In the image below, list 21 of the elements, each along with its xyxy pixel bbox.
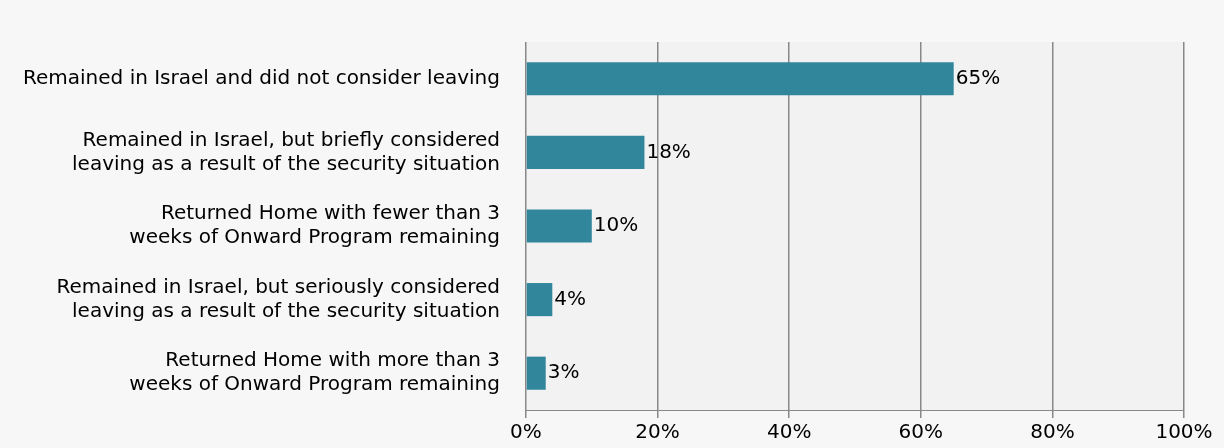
data-label: 3% [547,359,580,384]
y-tick-label: Remained in Israel, but seriously considered leaving as a result of the security situation [56,273,500,322]
x-tick-label: 60% [898,419,944,444]
bar [526,209,592,243]
data-label: 18% [646,138,691,163]
data-label: 4% [554,285,587,310]
x-tick-label: 20% [635,419,680,444]
bar [526,135,645,169]
x-tick-label: 0% [510,419,542,444]
data-label: 10% [593,212,639,237]
x-tick-label: 100% [1155,419,1213,444]
y-tick-label: Remained in Israel and did not consider leaving [23,65,500,89]
bar [526,62,954,96]
y-tick-label: Returned Home with more than 3 weeks of Onward Program remaining [129,347,500,396]
bar [526,356,546,390]
x-tick-label: 40% [766,419,812,444]
x-tick-label: 80% [1030,419,1075,444]
data-label: 65% [955,65,1001,89]
y-tick-label: Returned Home with fewer than 3 weeks of Onward Program remaining [129,200,500,249]
bar [526,283,553,317]
y-tick-label: Remained in Israel, but briefly considered leaving as a result of the security situation [72,126,500,175]
